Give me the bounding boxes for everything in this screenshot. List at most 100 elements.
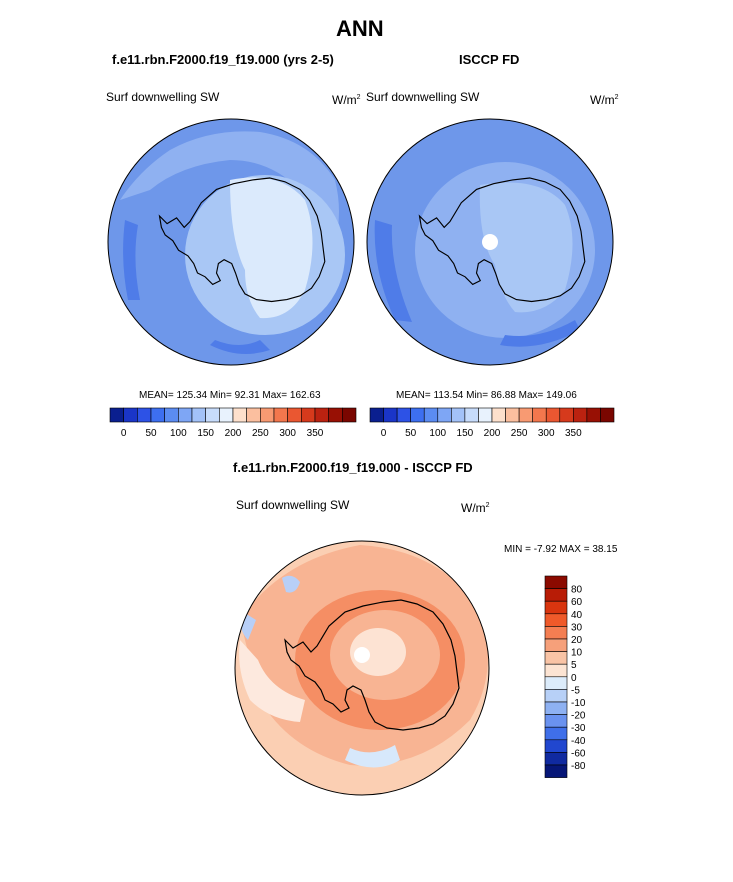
left-colorbar-color-box (109, 407, 124, 423)
diff-colorbar-color-box (544, 613, 568, 627)
diff-colorbar-level-label: -20 (571, 711, 586, 722)
diff-colorbar-color-box (544, 726, 568, 741)
left-colorbar-color-box (123, 407, 138, 423)
left-colorbar-color-box (178, 407, 193, 423)
diff-units-label: W/m2 (461, 501, 490, 515)
left-units-label: W/m2 (332, 93, 361, 107)
left-colorbar-color-box (246, 407, 261, 423)
right-colorbar-color-box (396, 407, 411, 423)
diff-colorbar-color-box (544, 575, 568, 589)
diff-colorbar-color-box (544, 663, 568, 678)
diff-colorbar-level-label: -60 (571, 748, 586, 759)
diff-colorbar-color-box (544, 588, 568, 602)
left-colorbar-tick-label: 300 (279, 428, 296, 439)
diff-colorbar-level-label: 5 (571, 660, 577, 671)
diff-colorbar-level-label: -5 (571, 685, 580, 696)
left-colorbar-tick-label: 150 (197, 428, 214, 439)
diff-colorbar-color-box (544, 651, 568, 665)
left-colorbar-color-box (342, 407, 357, 423)
diff-colorbar-color-box (544, 638, 568, 652)
diff-stats: MIN = -7.92 MAX = 38.15 (504, 544, 618, 555)
left-colorbar-color-box (287, 407, 302, 423)
left-colorbar-tick-label: 50 (145, 428, 157, 439)
left-colorbar: 0 50 100 150 200 250 300 350 (109, 407, 357, 439)
right-colorbar-tick-label: 250 (511, 428, 528, 439)
right-colorbar-tick-label: 300 (538, 428, 555, 439)
right-colorbar-color-box (451, 407, 466, 423)
right-stats: MEAN= 113.54 Min= 86.88 Max= 149.06 (396, 390, 577, 401)
diff-colorbar-level-label: -80 (571, 761, 586, 772)
right-colorbar-tick-label: 150 (457, 428, 474, 439)
right-colorbar-color-box (478, 407, 493, 423)
diff-colorbar-color-box (544, 701, 568, 715)
left-colorbar-color-box (205, 407, 220, 423)
right-colorbar: 0 50 100 150 200 250 300 350 (369, 407, 615, 439)
left-colorbar-color-box (219, 407, 234, 423)
right-units-label: W/m2 (590, 93, 619, 107)
left-colorbar-color-box (260, 407, 275, 423)
left-colorbar-color-box (232, 407, 247, 423)
figure-title: ANN (336, 16, 384, 41)
right-colorbar-color-box (369, 407, 384, 423)
left-colorbar-tick-label: 100 (170, 428, 187, 439)
right-colorbar-color-box (491, 407, 506, 423)
left-colorbar-tick-label: 250 (252, 428, 269, 439)
left-panel-title: f.e11.rbn.F2000.f19_f19.000 (yrs 2-5) (112, 52, 334, 67)
right-variable-label: Surf downwelling SW (366, 90, 480, 104)
left-stats: MEAN= 125.34 Min= 92.31 Max= 162.63 (139, 390, 321, 401)
left-colorbar-color-box (164, 407, 179, 423)
diff-variable-label: Surf downwelling SW (236, 498, 350, 512)
left-colorbar-tick-label: 0 (121, 428, 127, 439)
right-colorbar-color-box (518, 407, 533, 423)
left-map (108, 119, 354, 365)
right-colorbar-color-box (573, 407, 588, 423)
diff-panel-title: f.e11.rbn.F2000.f19_f19.000 - ISCCP FD (233, 460, 473, 475)
diff-colorbar-color-box (544, 764, 568, 778)
diff-colorbar-color-box (544, 752, 568, 766)
diff-colorbar-level-label: 60 (571, 597, 583, 608)
diff-colorbar-level-label: -10 (571, 698, 586, 709)
diff-colorbar-level-label: 0 (571, 673, 577, 684)
diff-colorbar-color-box (544, 676, 568, 690)
diff-colorbar-color-box (544, 739, 568, 753)
right-colorbar-tick-label: 0 (381, 428, 387, 439)
diff-colorbar-level-label: 30 (571, 622, 583, 633)
right-colorbar-color-box (559, 407, 574, 423)
right-colorbar-color-box (437, 407, 452, 423)
right-colorbar-color-box (600, 407, 615, 423)
right-colorbar-color-box (423, 407, 439, 423)
right-colorbar-color-box (532, 407, 547, 423)
left-colorbar-color-box (150, 407, 165, 423)
right-map (367, 119, 613, 365)
diff-colorbar-level-label: 20 (571, 635, 583, 646)
left-colorbar-color-box (314, 407, 329, 423)
diff-colorbar-level-label: -30 (571, 723, 586, 734)
diff-colorbar-color-box (544, 714, 568, 728)
left-colorbar-color-box (328, 407, 343, 423)
diff-colorbar-color-box (544, 626, 568, 640)
right-colorbar-tick-label: 50 (405, 428, 417, 439)
left-colorbar-color-box (301, 407, 316, 423)
right-colorbar-tick-label: 100 (429, 428, 446, 439)
right-colorbar-tick-label: 350 (565, 428, 582, 439)
diff-map (235, 541, 489, 795)
right-colorbar-color-box (505, 407, 520, 423)
diff-colorbar-level-label: 10 (571, 648, 583, 659)
diff-colorbar-level-label: 40 (571, 610, 583, 621)
right-colorbar-color-box (586, 407, 601, 423)
left-colorbar-color-box (137, 407, 152, 423)
right-colorbar-color-box (383, 407, 398, 423)
diff-colorbar-color-box (544, 689, 568, 703)
right-colorbar-color-box (464, 407, 479, 423)
diff-colorbar-level-label: -40 (571, 736, 586, 747)
right-colorbar-color-box (545, 407, 561, 423)
left-colorbar-color-box (273, 407, 288, 423)
right-colorbar-tick-label: 200 (484, 428, 501, 439)
left-colorbar-color-box (191, 407, 206, 423)
diff-colorbar-level-label: 80 (571, 585, 583, 596)
left-colorbar-tick-label: 200 (225, 428, 242, 439)
diff-colorbar-color-box (544, 600, 568, 615)
right-panel-title: ISCCP FD (459, 52, 520, 67)
